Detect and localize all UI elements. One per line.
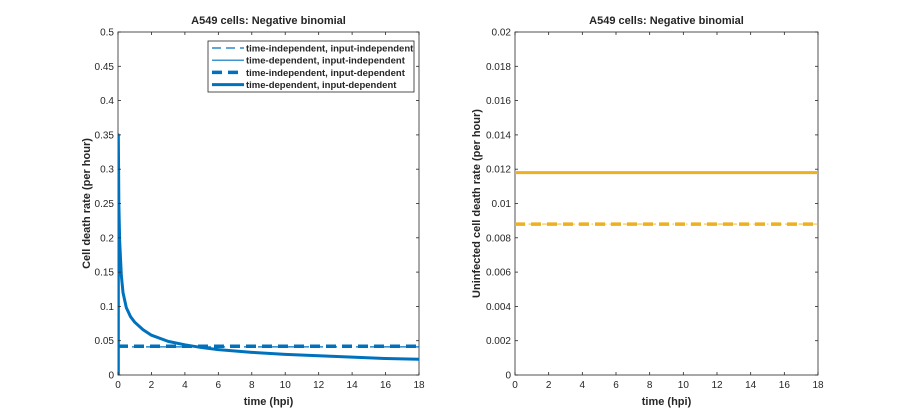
x-tick-label: 12 <box>313 380 325 391</box>
x-tick-label: 12 <box>711 380 723 391</box>
x-axis-label: time (hpi) <box>244 396 294 408</box>
chart-title: A549 cells: Negative binomial <box>589 15 744 27</box>
y-tick-label: 0.2 <box>100 233 114 244</box>
plot-area <box>514 31 819 376</box>
y-tick-label: 0.006 <box>486 268 511 279</box>
y-tick-label: 0 <box>108 371 114 382</box>
x-tick-label: 10 <box>678 380 690 391</box>
y-tick-label: 0.25 <box>95 199 115 210</box>
x-tick-label: 18 <box>812 380 824 391</box>
x-tick-label: 8 <box>647 380 653 391</box>
chart-2: 0 2 4 6 8 10 12 14 16 18 0 0.002 0.004 0.006 0.008 0.01… <box>471 15 824 408</box>
y-tick-label: 0.012 <box>486 165 511 176</box>
x-tick-label: 2 <box>546 380 552 391</box>
y-tick-label: 0.15 <box>95 268 115 279</box>
x-tick-label: 14 <box>347 380 359 391</box>
y-tick-label: 0.45 <box>95 62 115 73</box>
y-tick-label: 0.3 <box>100 165 114 176</box>
y-tick-label: 0.01 <box>492 199 512 210</box>
y-tick-label: 0.4 <box>100 96 114 107</box>
legend-label-1: time-independent, input-independent <box>246 44 414 55</box>
x-tick-label: 0 <box>115 380 121 391</box>
x-axis-label: time (hpi) <box>642 396 692 408</box>
y-tick-label: 0.05 <box>95 336 115 347</box>
series-group <box>118 133 419 375</box>
legend: time-independent, input-independenttime-… <box>207 40 415 93</box>
y-tick-label: 0.002 <box>486 336 511 347</box>
y-tick-label: 0.008 <box>486 233 511 244</box>
y-tick-label: 0.018 <box>486 62 511 73</box>
x-tick-label: 6 <box>613 380 619 391</box>
series-group <box>515 171 818 226</box>
x-tick-label: 8 <box>249 380 255 391</box>
y-axis-label: Uninfected cell death rate (per hour) <box>471 109 483 298</box>
chart-1: 0 2 4 6 8 10 12 14 16 18 0 0.05 0.1 0.15 0.2 0.25 0.3 0.3… <box>81 15 425 408</box>
y-tick-label: 0.35 <box>95 130 115 141</box>
legend-label-3: time-independent, input-dependent <box>246 68 406 79</box>
x-tick-label: 6 <box>216 380 222 391</box>
x-tick-label: 16 <box>779 380 791 391</box>
y-tick-label: 0.014 <box>486 130 511 141</box>
x-tick-label: 2 <box>149 380 155 391</box>
x-tick-label: 18 <box>413 380 425 391</box>
y-tick-label: 0 <box>505 371 511 382</box>
y-tick-label: 0.004 <box>486 302 511 313</box>
x-tick-label: 4 <box>182 380 188 391</box>
y-tick-label: 0.02 <box>492 28 512 39</box>
y-axis-label: Cell death rate (per hour) <box>81 138 93 269</box>
legend-label-2: time-dependent, input-independent <box>246 56 406 67</box>
x-tick-label: 4 <box>580 380 586 391</box>
x-tick-label: 0 <box>512 380 518 391</box>
legend-label-4: time-dependent, input-dependent <box>246 80 397 91</box>
x-tick-label: 14 <box>745 380 757 391</box>
y-tick-label: 0.5 <box>100 28 114 39</box>
series-line-4 <box>118 133 419 375</box>
y-tick-label: 0.1 <box>100 302 114 313</box>
chart-title: A549 cells: Negative binomial <box>191 15 346 27</box>
x-tick-label: 16 <box>380 380 392 391</box>
x-tick-label: 10 <box>280 380 292 391</box>
y-tick-label: 0.016 <box>486 96 511 107</box>
